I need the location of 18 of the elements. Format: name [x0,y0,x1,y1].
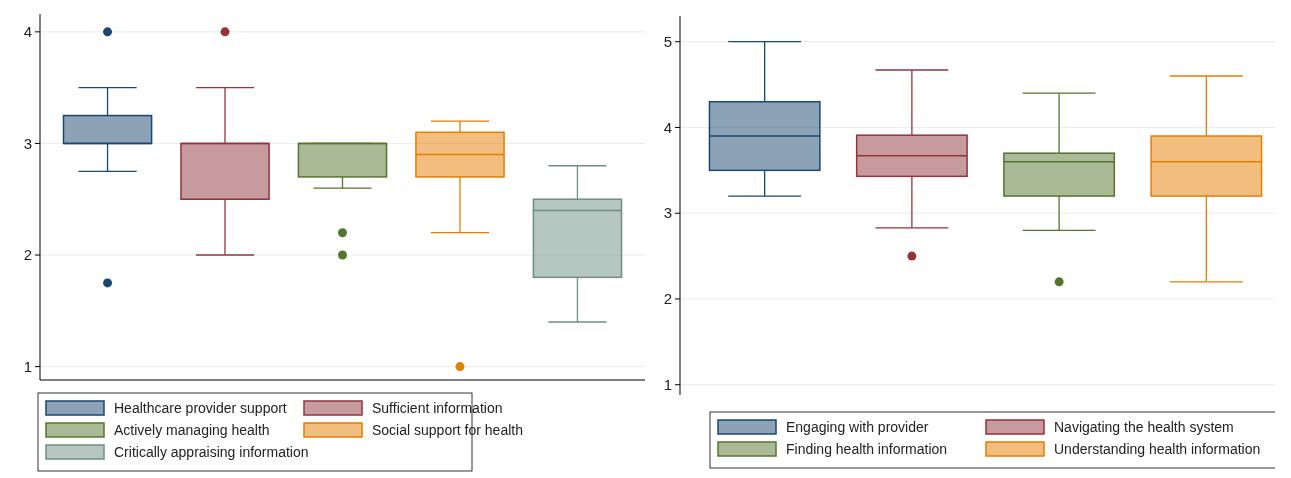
y-tick-label: 4 [23,23,32,41]
y-tick-label: 5 [663,32,672,50]
y-tick-label: 1 [23,357,32,375]
legend-label: Navigating the health system [1054,418,1234,435]
legend-label: Social support for health [372,421,523,438]
y-tick-label: 4 [663,118,672,136]
y-tick-label: 2 [663,290,672,308]
y-tick-label: 3 [23,134,32,152]
y-tick-label: 1 [663,375,672,393]
y-tick-label: 2 [23,246,32,264]
y-tick-label: 3 [663,204,672,222]
legend-label: Actively managing health [114,421,270,438]
legend-label: Finding health information [786,440,948,457]
legend-label: Understanding health information [1054,440,1261,457]
legend-label: Sufficient information [372,399,503,416]
legend-label: Engaging with provider [786,418,929,435]
legend-label: Critically appraising information [114,443,309,460]
legend-label: Healthcare provider support [114,399,287,416]
